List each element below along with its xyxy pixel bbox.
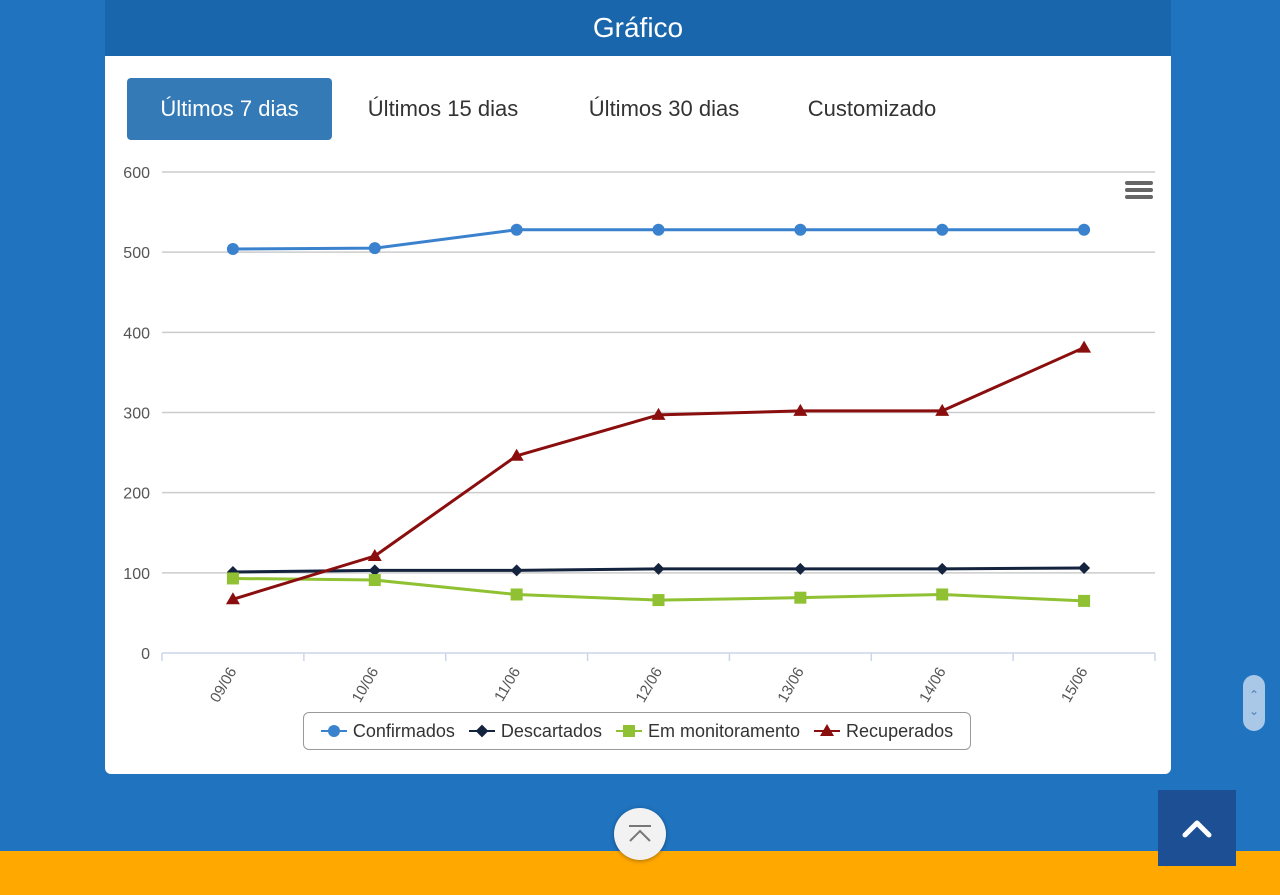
- series-2-point: [936, 588, 949, 601]
- legend-item[interactable]: Confirmados: [320, 720, 455, 742]
- series-1-point: [1078, 562, 1091, 575]
- series-1-point: [652, 562, 665, 575]
- legend-label: Confirmados: [352, 720, 455, 741]
- legend-label: Em monitoramento: [647, 720, 801, 741]
- series-2-point: [652, 594, 665, 607]
- legend-symbol: [468, 724, 495, 738]
- y-tick-label: 0: [141, 646, 150, 663]
- series-3-point: [367, 548, 382, 561]
- legend-symbol: [320, 724, 347, 738]
- series-3-point: [793, 403, 808, 416]
- series-2-point: [226, 572, 239, 585]
- y-tick-label: 500: [123, 245, 150, 262]
- legend-item[interactable]: Descartados: [468, 720, 602, 742]
- x-tick-label: 10/06: [349, 665, 382, 706]
- x-tick-label: 14/06: [916, 665, 949, 706]
- series-3-point: [509, 448, 524, 461]
- series-0-point: [936, 223, 949, 236]
- series-0-point: [510, 223, 523, 236]
- series-2-point: [368, 574, 381, 587]
- series-2-point: [1078, 594, 1091, 607]
- series-1-point: [794, 562, 807, 575]
- legend-symbol: [814, 724, 841, 738]
- legend-label: Descartados: [500, 720, 602, 741]
- series-1-point: [510, 564, 523, 577]
- series-2-point: [510, 588, 523, 601]
- series-1-point: [936, 562, 949, 575]
- y-tick-label: 400: [123, 325, 150, 342]
- series-line-3: [232, 346, 1085, 601]
- x-tick-label: 11/06: [491, 665, 524, 705]
- series-3-point: [935, 403, 950, 416]
- series-0-point: [794, 223, 807, 236]
- scroll-arrows-icon[interactable]: ⌃ ⌄: [1243, 675, 1265, 731]
- legend-item[interactable]: Recuperados: [814, 721, 953, 742]
- legend-item[interactable]: Em monitoramento: [615, 720, 801, 742]
- series-3-point: [225, 592, 240, 605]
- chevron-up-icon[interactable]: [1158, 790, 1236, 866]
- y-tick-label: 300: [123, 406, 150, 423]
- series-0-point: [368, 242, 381, 255]
- y-tick-label: 200: [123, 486, 150, 503]
- legend-symbol: [615, 724, 642, 738]
- x-tick-label: 12/06: [632, 665, 665, 706]
- series-0-point: [226, 242, 239, 255]
- period-tabs: Últimos 7 dias Últimos 15 dias Últimos 3…: [127, 78, 970, 140]
- chart-card: Últimos 7 dias Últimos 15 dias Últimos 3…: [105, 56, 1171, 774]
- series-0-point: [1078, 223, 1091, 236]
- line-chart: 0 100 200 300 400 500 600 09/06 10/06 11/06 12/06 1…: [123, 165, 1156, 706]
- card-header: Gráfico: [105, 0, 1171, 56]
- chart-title: Gráfico: [592, 12, 684, 43]
- chart-legend: Confirmados Descartados Em monitoramento Re…: [303, 712, 971, 750]
- x-tick-label: 15/06: [1058, 665, 1091, 706]
- y-tick-label: 600: [123, 165, 150, 182]
- series-2-point: [794, 591, 807, 604]
- series-3-point: [651, 407, 666, 420]
- arrow-to-top-icon[interactable]: [614, 808, 666, 860]
- tab-last-7-days[interactable]: Últimos 7 dias: [127, 78, 332, 140]
- tab-custom[interactable]: Customizado: [807, 96, 937, 121]
- series-0-point: [652, 223, 665, 236]
- legend-label: Recuperados: [846, 720, 954, 741]
- tab-last-30-days[interactable]: Últimos 30 dias: [588, 96, 740, 121]
- series-1-point: [368, 564, 381, 577]
- tab-last-15-days[interactable]: Últimos 15 dias: [367, 96, 519, 121]
- x-tick-label: 13/06: [774, 665, 807, 706]
- series-3-point: [1077, 340, 1092, 353]
- hamburger-menu-icon[interactable]: [1125, 178, 1153, 202]
- y-tick-label: 100: [123, 566, 150, 583]
- x-tick-label: 09/06: [207, 665, 240, 706]
